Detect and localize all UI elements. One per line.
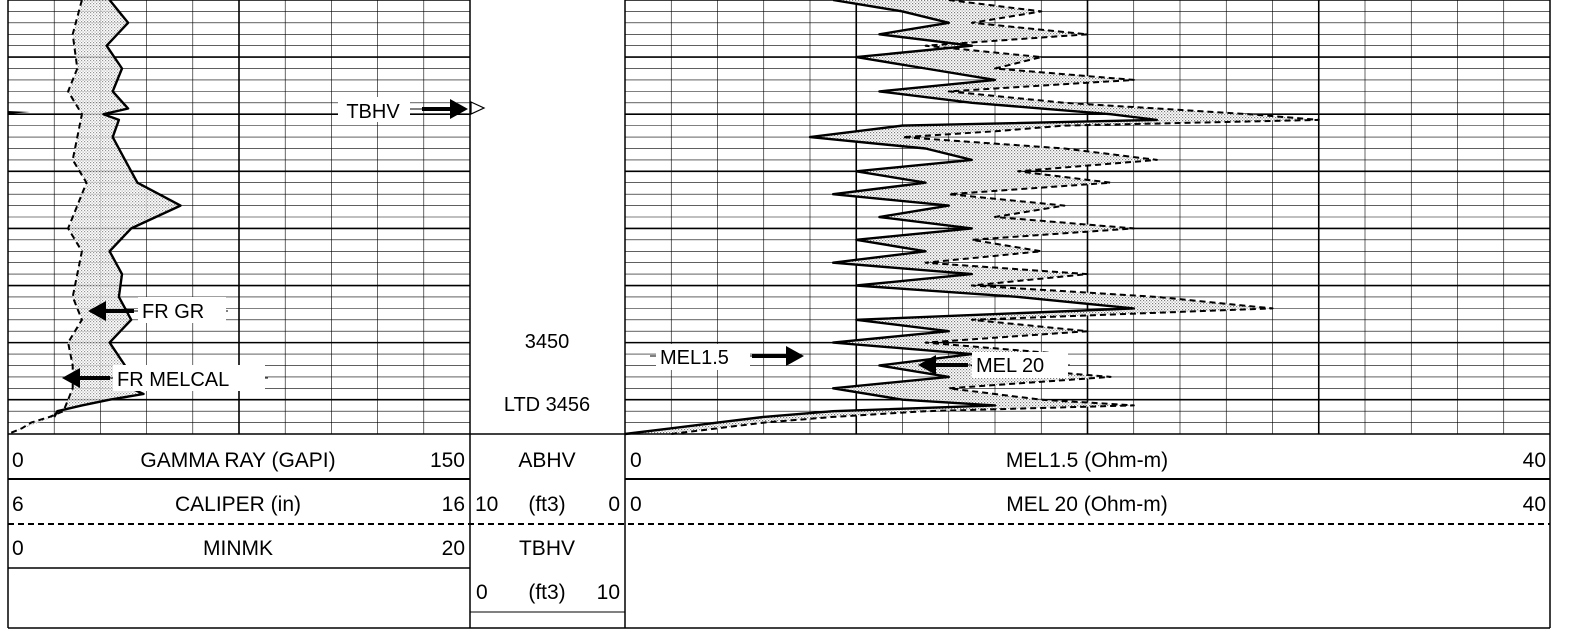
scale-right-value: 16 [442, 493, 465, 516]
scale-left-value: 10 [475, 493, 498, 516]
curve-shading [8, 0, 1319, 434]
gr-caliper-fill [8, 0, 181, 434]
scale-left-value: 0 [630, 449, 642, 472]
resistivity-separation-fill [625, 0, 1319, 434]
scale-right-value: 150 [430, 449, 465, 472]
arrow-left-icon [918, 355, 936, 375]
annotation-mel20-label: MEL 20 [976, 355, 1044, 377]
total-depth-label: LTD 3456 [504, 394, 590, 416]
scale-left-value: 0 [476, 581, 488, 604]
curves [7, 0, 1320, 436]
scale-row-abhv: ABHV 10 (ft3) 0 [475, 449, 620, 516]
scale-row-minmk: 0 MINMK 20 [12, 537, 465, 560]
annotation-mel20: MEL 20 [918, 352, 1070, 378]
scale-row-tbhv: TBHV 0 (ft3) 10 [476, 537, 620, 604]
curve-mel1-5 [624, 0, 1159, 436]
scale-right-value: 40 [1523, 449, 1546, 472]
scale-curve-name: MINMK [203, 537, 273, 560]
annotation-fr-gr-label: FR GR [142, 301, 204, 323]
curve-mel-20 [671, 0, 1320, 435]
scale-left-value: 0 [630, 493, 642, 516]
annotation-mel15-label: MEL1.5 [660, 347, 729, 369]
scale-row-mel20: 0 MEL 20 (Ohm-m) 40 [630, 493, 1546, 516]
arrow-right-icon [450, 99, 468, 119]
scale-curve-name: ABHV [518, 449, 575, 472]
curve-fr-melcal [7, 0, 88, 435]
scale-unit: (ft3) [528, 493, 565, 516]
curve-fr-gr [53, 0, 182, 418]
scale-row-caliper: 6 CALIPER (in) 16 [12, 493, 465, 516]
scale-left-value: 6 [12, 493, 24, 516]
annotation-fr-gr: FR GR [88, 297, 228, 323]
annotation-tbhv-label: TBHV [346, 101, 400, 123]
annotation-mel15: MEL1.5 [650, 344, 804, 370]
annotation-fr-melcal: FR MELCAL [62, 365, 268, 391]
scale-left-value: 0 [12, 537, 24, 560]
arrow-right-icon [786, 346, 804, 366]
scale-row-gamma-ray: 0 GAMMA RAY (GAPI) 150 [12, 449, 465, 472]
scale-curve-name: CALIPER (in) [175, 493, 301, 516]
scale-curve-name: MEL 20 (Ohm-m) [1006, 493, 1167, 516]
scale-header: 0 GAMMA RAY (GAPI) 150 6 CALIPER (in) 16… [8, 433, 1550, 613]
scale-left-value: 0 [12, 449, 24, 472]
arrow-left-icon [62, 368, 80, 388]
annotation-tbhv: TBHV [338, 97, 486, 123]
scale-curve-name: GAMMA RAY (GAPI) [140, 449, 335, 472]
scale-right-value: 20 [442, 537, 465, 560]
scale-right-value: 0 [608, 493, 620, 516]
annotation-fr-melcal-label: FR MELCAL [117, 369, 229, 391]
scale-unit: (ft3) [528, 581, 565, 604]
depth-marker-label: 3450 [525, 331, 570, 353]
scale-curve-name: MEL1.5 (Ohm-m) [1006, 449, 1168, 472]
gr-tick-marker-icon [8, 111, 30, 114]
scale-curve-name: TBHV [519, 537, 575, 560]
scale-right-value: 10 [597, 581, 620, 604]
arrow-left-icon [88, 301, 106, 321]
scale-row-mel15: 0 MEL1.5 (Ohm-m) 40 [630, 449, 1546, 472]
scale-right-value: 40 [1523, 493, 1546, 516]
tbhv-marker-icon [470, 101, 486, 115]
track2-grid [625, 0, 1550, 435]
